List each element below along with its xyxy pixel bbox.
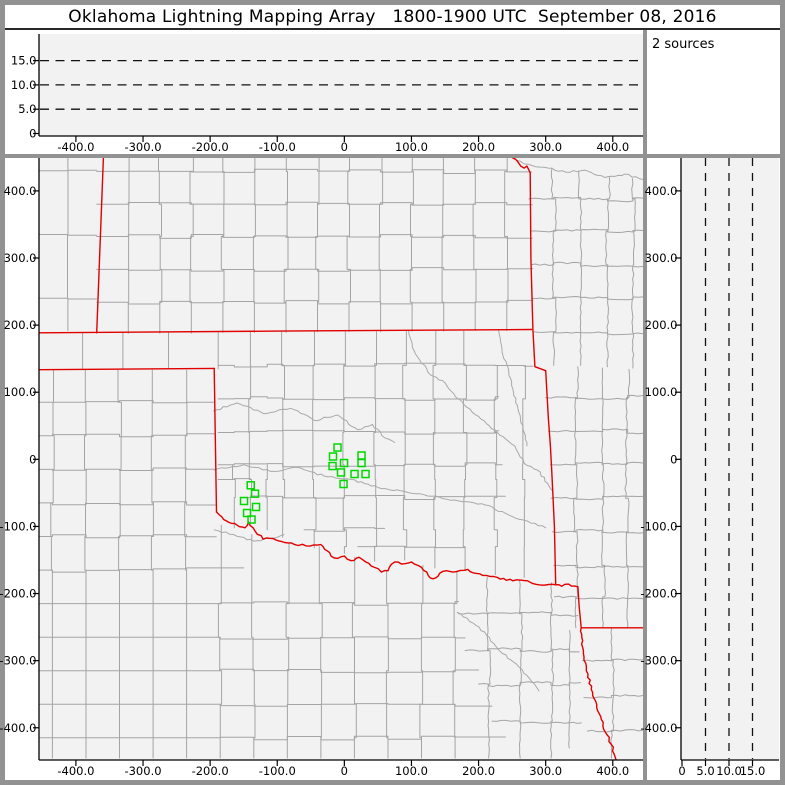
panel-altitude-eastwest [5, 30, 643, 154]
panel-plan-view-map [5, 158, 643, 780]
panel-source-count: 2 sources [647, 30, 780, 154]
panel-altitude-northsouth [647, 158, 780, 780]
source-count-label: 2 sources [652, 37, 715, 52]
title-bar: Oklahoma Lightning Mapping Array 1800-19… [5, 5, 780, 30]
window-title: Oklahoma Lightning Mapping Array 1800-19… [68, 6, 717, 27]
